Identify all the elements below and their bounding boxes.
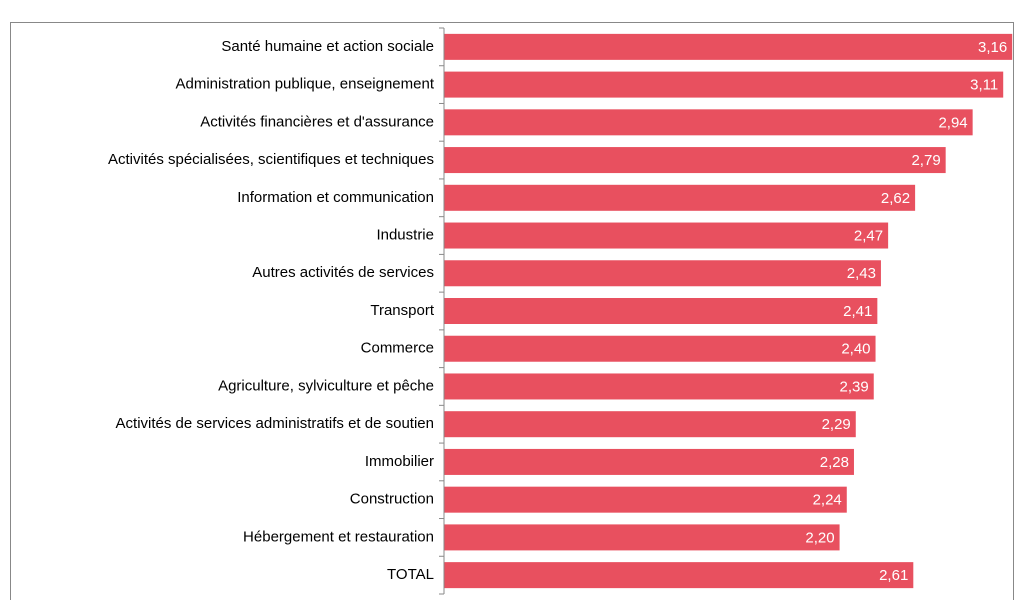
- value-label: 2,29: [822, 416, 851, 433]
- bar: [444, 109, 973, 136]
- value-label: 2,94: [938, 114, 967, 131]
- bar: [444, 222, 889, 249]
- bar: [444, 147, 946, 174]
- bar: [444, 184, 916, 211]
- value-label: 2,47: [854, 228, 883, 245]
- bar: [444, 411, 856, 438]
- value-label: 3,16: [978, 39, 1007, 56]
- value-label: 2,24: [813, 492, 842, 509]
- bar: [444, 373, 874, 400]
- y-tick-label: Activités financières et d'assurance: [200, 113, 434, 130]
- bar: [444, 71, 1004, 98]
- value-label: 2,20: [805, 529, 834, 546]
- y-tick-label: TOTAL: [387, 566, 434, 583]
- y-tick-label: Hébergement et restauration: [243, 528, 434, 545]
- value-label: 2,61: [879, 567, 908, 584]
- y-tick-label: Activités de services administratifs et …: [116, 415, 434, 432]
- bar: [444, 33, 1013, 60]
- y-tick-label: Agriculture, sylviculture et pêche: [218, 377, 434, 394]
- y-tick-label: Commerce: [361, 340, 434, 357]
- bar: [444, 448, 854, 475]
- y-tick-label: Industrie: [376, 227, 434, 244]
- bar: [444, 486, 847, 513]
- y-tick-label: Activités spécialisées, scientifiques et…: [108, 151, 434, 168]
- bar: [444, 524, 840, 551]
- y-tick-label: Transport: [370, 302, 434, 319]
- bar: [444, 260, 881, 287]
- value-label: 2,40: [841, 341, 870, 358]
- value-label: 2,28: [820, 454, 849, 471]
- y-tick-label: Autres activités de services: [252, 264, 434, 281]
- value-label: 3,11: [970, 77, 998, 94]
- bar: [444, 335, 876, 362]
- y-tick-label: Administration publique, enseignement: [176, 76, 435, 93]
- y-tick-label: Immobilier: [365, 453, 434, 470]
- value-label: 2,62: [881, 190, 910, 207]
- y-tick-label: Information et communication: [237, 189, 434, 206]
- value-label: 2,41: [843, 303, 872, 320]
- y-tick-label: Santé humaine et action sociale: [221, 38, 434, 55]
- y-tick-label: Construction: [350, 491, 434, 508]
- value-label: 2,43: [847, 265, 876, 282]
- bar: [444, 562, 914, 589]
- bar: [444, 298, 878, 324]
- value-label: 2,79: [911, 152, 940, 169]
- value-label: 2,39: [840, 378, 869, 395]
